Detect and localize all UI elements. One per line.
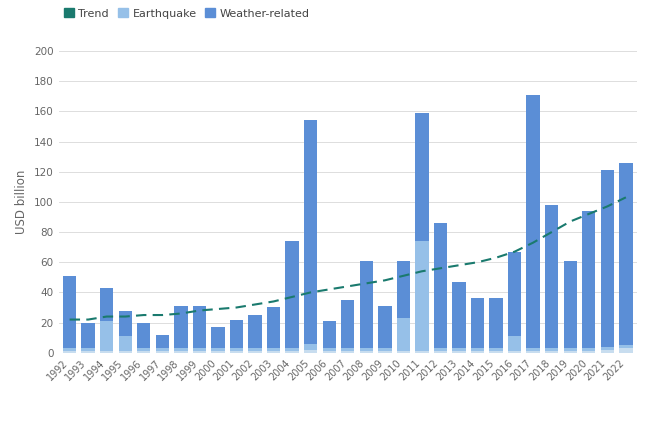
Bar	[619, 348, 632, 353]
Bar	[267, 348, 280, 351]
Bar	[304, 120, 317, 344]
Bar	[601, 347, 614, 350]
Bar	[193, 348, 206, 351]
Bar	[582, 351, 595, 353]
Bar	[63, 276, 76, 348]
Bar	[174, 351, 188, 353]
Bar	[415, 241, 428, 351]
Bar	[378, 351, 391, 353]
Bar	[193, 351, 206, 353]
Bar	[415, 351, 428, 353]
Bar	[452, 351, 465, 353]
Bar	[155, 334, 169, 348]
Bar	[564, 351, 577, 353]
Bar	[137, 351, 150, 353]
Bar	[489, 298, 502, 348]
Bar	[230, 348, 243, 351]
Bar	[267, 351, 280, 353]
Bar	[285, 241, 299, 348]
Bar	[359, 348, 373, 351]
Bar	[155, 348, 169, 351]
Bar	[322, 321, 336, 348]
Bar	[248, 351, 262, 353]
Bar	[489, 348, 502, 351]
Bar	[396, 318, 410, 351]
Bar	[582, 211, 595, 348]
Bar	[63, 348, 76, 351]
Bar	[100, 351, 113, 353]
Bar	[137, 348, 150, 351]
Bar	[248, 315, 262, 348]
Bar	[508, 252, 521, 336]
Bar	[193, 306, 206, 348]
Bar	[489, 351, 502, 353]
Bar	[601, 350, 614, 353]
Bar	[526, 95, 540, 348]
Bar	[285, 351, 299, 353]
Bar	[396, 351, 410, 353]
Bar	[118, 311, 132, 336]
Bar	[582, 348, 595, 351]
Bar	[63, 351, 76, 353]
Bar	[267, 308, 280, 348]
Bar	[452, 348, 465, 351]
Bar	[378, 348, 391, 351]
Bar	[601, 170, 614, 347]
Y-axis label: USD billion: USD billion	[16, 170, 29, 234]
Bar	[304, 350, 317, 353]
Bar	[81, 348, 95, 351]
Bar	[471, 298, 484, 348]
Bar	[248, 348, 262, 351]
Bar	[396, 261, 410, 318]
Bar	[341, 348, 354, 351]
Bar	[471, 351, 484, 353]
Bar	[174, 306, 188, 348]
Bar	[619, 163, 632, 345]
Bar	[526, 348, 540, 351]
Bar	[211, 351, 225, 353]
Bar	[508, 336, 521, 351]
Bar	[285, 348, 299, 351]
Bar	[434, 351, 447, 353]
Bar	[322, 351, 336, 353]
Bar	[100, 321, 113, 351]
Bar	[341, 300, 354, 348]
Bar	[564, 348, 577, 351]
Bar	[137, 323, 150, 348]
Legend: Trend, Earthquake, Weather-related: Trend, Earthquake, Weather-related	[64, 8, 310, 19]
Bar	[359, 351, 373, 353]
Bar	[545, 351, 558, 353]
Bar	[230, 351, 243, 353]
Bar	[81, 323, 95, 348]
Bar	[545, 348, 558, 351]
Bar	[174, 348, 188, 351]
Bar	[81, 351, 95, 353]
Bar	[155, 351, 169, 353]
Bar	[378, 306, 391, 348]
Bar	[118, 336, 132, 351]
Bar	[619, 345, 632, 348]
Bar	[434, 348, 447, 351]
Bar	[434, 223, 447, 348]
Bar	[341, 351, 354, 353]
Bar	[211, 327, 225, 348]
Bar	[471, 348, 484, 351]
Bar	[359, 261, 373, 348]
Bar	[322, 348, 336, 351]
Bar	[508, 351, 521, 353]
Bar	[211, 348, 225, 351]
Bar	[304, 344, 317, 350]
Bar	[526, 351, 540, 353]
Bar	[452, 282, 465, 348]
Bar	[545, 205, 558, 348]
Bar	[564, 261, 577, 348]
Bar	[100, 288, 113, 321]
Bar	[230, 320, 243, 348]
Bar	[415, 113, 428, 241]
Bar	[118, 351, 132, 353]
